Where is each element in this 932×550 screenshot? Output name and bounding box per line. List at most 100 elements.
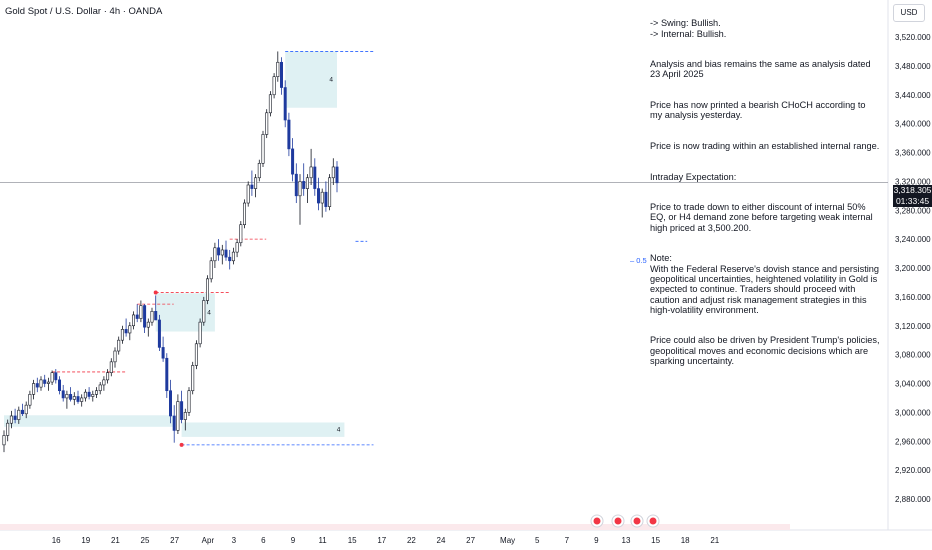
candle-body xyxy=(309,166,313,179)
zone-label: 4 xyxy=(329,77,333,84)
x-tick-label: 18 xyxy=(681,536,690,545)
candle-body xyxy=(180,401,184,420)
candle-body xyxy=(20,409,24,415)
candle-body xyxy=(202,300,206,323)
currency-button[interactable]: USD xyxy=(893,4,925,22)
candle-body xyxy=(261,134,265,164)
x-tick-label: 19 xyxy=(81,536,90,545)
candle-body xyxy=(35,383,39,388)
candle-body xyxy=(268,94,272,114)
candle-body xyxy=(305,177,309,189)
note-range: Price is now trading within an establish… xyxy=(650,140,880,151)
y-tick-label: 2,960.000 xyxy=(895,437,931,446)
candle-body xyxy=(213,247,217,262)
y-tick-label: 3,360.000 xyxy=(895,149,931,158)
candle-body xyxy=(87,391,91,397)
candle-body xyxy=(83,391,87,399)
candle-body xyxy=(17,409,21,420)
candle-body xyxy=(331,166,335,179)
candle-body xyxy=(246,184,250,204)
candle-body xyxy=(294,173,298,197)
y-tick-label: 3,440.000 xyxy=(895,91,931,100)
candle-body xyxy=(302,181,306,189)
candle-body xyxy=(91,394,95,397)
pivot-low-marker xyxy=(179,442,184,447)
y-tick-label: 3,320.000 xyxy=(895,177,931,186)
candle-body xyxy=(235,242,239,253)
candle-body xyxy=(298,181,302,197)
candle-body xyxy=(54,372,58,381)
candle-body xyxy=(80,397,84,402)
x-tick-label: 15 xyxy=(651,536,660,545)
x-tick-label: 13 xyxy=(622,536,631,545)
candle-body xyxy=(120,329,124,341)
event-flag-mark xyxy=(593,517,601,525)
candle-body xyxy=(272,76,276,96)
pivot-high-marker xyxy=(153,290,158,295)
candle-body xyxy=(106,372,110,381)
candle-body xyxy=(32,383,36,395)
candle-body xyxy=(135,314,139,319)
candle-body xyxy=(24,404,28,415)
candle-body xyxy=(154,311,158,321)
fib-half-value: 0.5 xyxy=(636,256,647,265)
y-tick-label: 3,280.000 xyxy=(895,206,931,215)
note-trump: Price could also be driven by President … xyxy=(650,335,880,367)
candle-body xyxy=(9,415,13,424)
note-fed: Note: With the Federal Reserve's dovish … xyxy=(650,253,880,315)
y-tick-label: 3,120.000 xyxy=(895,322,931,331)
y-tick-label: 3,160.000 xyxy=(895,293,931,302)
candle-body xyxy=(161,347,165,359)
zone-demand xyxy=(181,422,345,437)
event-flag-mark xyxy=(614,517,622,525)
x-tick-label: 21 xyxy=(111,536,120,545)
candle-body xyxy=(257,163,261,179)
candle-body xyxy=(194,343,198,366)
note-analysis-date: Analysis and bias remains the same as an… xyxy=(650,59,871,80)
x-tick-label: 24 xyxy=(437,536,446,545)
candle-body xyxy=(198,321,202,345)
candle-body xyxy=(98,384,102,392)
x-tick-label: 27 xyxy=(170,536,179,545)
x-tick-label: May xyxy=(500,536,515,545)
y-tick-label: 3,240.000 xyxy=(895,235,931,244)
candle-body xyxy=(2,435,6,446)
candle-body xyxy=(43,379,47,384)
x-tick-label: 15 xyxy=(348,536,357,545)
candle-body xyxy=(128,325,132,334)
y-tick-label: 2,880.000 xyxy=(895,495,931,504)
last-price-label: 3,318.305 01:33:45 xyxy=(893,185,932,207)
y-tick-label: 3,200.000 xyxy=(895,264,931,273)
bar-countdown: 01:33:45 xyxy=(895,196,930,206)
candle-body xyxy=(6,422,10,436)
candle-body xyxy=(191,365,195,392)
x-tick-label: 22 xyxy=(407,536,416,545)
zone-label: 4 xyxy=(207,309,211,316)
chart-title: Gold Spot / U.S. Dollar · 4h · OANDA xyxy=(5,6,163,17)
x-tick-label: Apr xyxy=(202,536,215,545)
candle-body xyxy=(287,119,291,150)
y-tick-label: 3,520.000 xyxy=(895,33,931,42)
x-tick-label: 21 xyxy=(710,536,719,545)
zone-supply xyxy=(285,51,337,108)
x-tick-label: 9 xyxy=(291,536,296,545)
candle-body xyxy=(61,390,65,399)
candle-body xyxy=(46,381,50,384)
candle-body xyxy=(57,379,61,392)
x-tick-label: 5 xyxy=(535,536,540,545)
fib-half-label: – 0.5 xyxy=(630,256,647,265)
candle-body xyxy=(328,177,332,207)
candle-body xyxy=(172,415,176,431)
candle-body xyxy=(324,191,328,207)
y-tick-label: 3,480.000 xyxy=(895,62,931,71)
candle-body xyxy=(124,329,128,334)
candle-body xyxy=(132,314,136,327)
y-tick-label: 3,400.000 xyxy=(895,120,931,129)
candle-body xyxy=(206,278,210,301)
candle-body xyxy=(187,390,191,413)
candle-body xyxy=(243,202,247,225)
y-tick-label: 2,920.000 xyxy=(895,466,931,475)
candle-body xyxy=(291,148,295,175)
x-tick-label: 9 xyxy=(594,536,599,545)
